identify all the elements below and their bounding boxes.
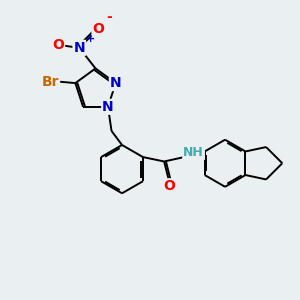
Text: N: N bbox=[110, 76, 122, 90]
Text: +: + bbox=[86, 34, 95, 44]
Text: NH: NH bbox=[183, 146, 204, 159]
Text: O: O bbox=[52, 38, 64, 52]
Text: N: N bbox=[74, 41, 85, 55]
Text: -: - bbox=[106, 10, 112, 24]
Text: N: N bbox=[102, 100, 114, 114]
Text: Br: Br bbox=[42, 75, 59, 88]
Text: O: O bbox=[164, 179, 175, 193]
Text: O: O bbox=[92, 22, 104, 36]
